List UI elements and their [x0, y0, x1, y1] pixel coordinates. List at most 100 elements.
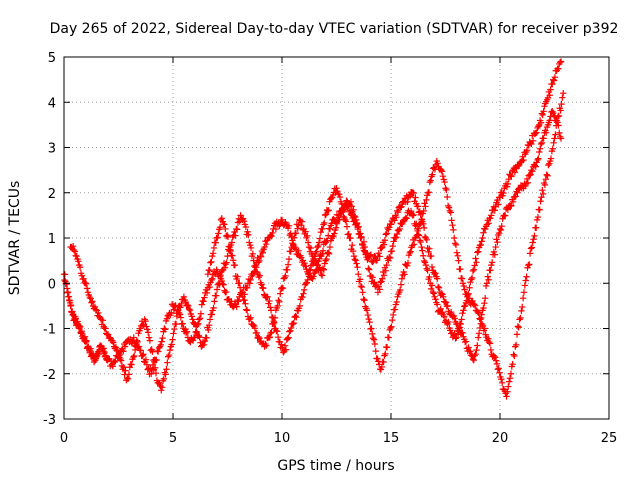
data-point — [277, 290, 284, 297]
data-point — [165, 351, 173, 359]
y-tick-label: 1 — [48, 232, 56, 247]
data-point — [550, 77, 558, 84]
data-point — [321, 211, 329, 219]
data-point — [487, 346, 495, 354]
data-point — [250, 257, 257, 264]
data-point — [427, 177, 434, 184]
data-point — [493, 360, 501, 368]
data-point — [258, 281, 265, 288]
data-point — [475, 309, 482, 317]
data-point — [314, 244, 321, 251]
data-point — [229, 257, 237, 264]
data-point — [356, 276, 364, 283]
data-point — [80, 275, 87, 282]
data-point — [375, 250, 382, 257]
x-tick-label: 25 — [601, 431, 618, 446]
data-point — [206, 266, 213, 274]
data-point — [528, 140, 535, 148]
data-point — [122, 367, 129, 374]
data-point — [470, 356, 478, 364]
data-point — [179, 320, 186, 327]
data-point — [352, 216, 360, 224]
data-point — [351, 256, 359, 263]
data-point — [432, 270, 439, 277]
data-point — [538, 139, 546, 147]
data-point — [407, 207, 415, 215]
data-point — [232, 232, 239, 239]
data-point — [294, 225, 301, 232]
data-point — [412, 194, 419, 201]
data-point — [188, 313, 195, 320]
data-point — [393, 234, 400, 241]
data-point — [233, 226, 241, 233]
data-point — [120, 348, 127, 355]
data-point — [301, 286, 308, 294]
data-point — [336, 216, 343, 223]
data-point — [221, 264, 229, 271]
data-point — [391, 306, 399, 313]
data-point — [256, 272, 263, 279]
y-axis-label: SDTVAR / TECUs — [7, 181, 23, 296]
data-point — [295, 247, 302, 255]
data-point — [417, 238, 424, 246]
data-point — [457, 265, 464, 273]
data-point — [192, 323, 200, 330]
data-point — [393, 207, 401, 215]
data-point — [274, 302, 281, 310]
data-point — [386, 254, 394, 262]
y-tick-label: 3 — [48, 142, 56, 157]
data-point — [490, 248, 498, 256]
data-point — [263, 342, 270, 349]
data-point — [209, 252, 216, 260]
data-point — [441, 178, 448, 186]
data-point — [438, 290, 445, 297]
data-point — [216, 223, 224, 231]
data-point — [69, 242, 77, 250]
data-point — [485, 335, 492, 342]
data-point — [366, 252, 374, 259]
data-point — [293, 313, 300, 321]
data-point — [160, 375, 168, 383]
data-point — [130, 353, 137, 361]
data-point — [491, 251, 498, 258]
data-point — [343, 223, 351, 230]
data-point — [481, 294, 489, 302]
data-point — [268, 232, 275, 240]
data-series — [60, 58, 567, 400]
data-point — [243, 306, 250, 313]
data-point — [488, 259, 496, 266]
data-point — [560, 90, 567, 97]
data-point — [535, 123, 542, 130]
data-point — [168, 341, 175, 348]
data-point — [506, 375, 514, 382]
data-point — [547, 155, 555, 162]
data-point — [83, 280, 90, 288]
data-point — [82, 279, 89, 287]
data-point — [380, 272, 388, 279]
data-point — [457, 320, 464, 328]
data-point — [410, 211, 417, 219]
data-point — [498, 379, 506, 386]
data-point — [196, 315, 204, 322]
data-point — [543, 171, 550, 178]
data-point — [413, 225, 421, 233]
data-point — [429, 288, 437, 296]
data-point — [112, 357, 119, 365]
data-point — [415, 232, 423, 239]
data-point — [360, 296, 367, 303]
data-point — [350, 252, 358, 260]
data-point — [227, 247, 234, 255]
data-point — [253, 329, 260, 337]
data-point — [299, 294, 306, 301]
data-point — [145, 334, 153, 341]
data-point — [420, 224, 428, 232]
data-point — [549, 109, 557, 117]
data-point — [282, 272, 289, 280]
data-point — [130, 334, 137, 341]
data-point — [451, 240, 459, 247]
data-point — [378, 363, 386, 371]
data-point — [231, 261, 239, 269]
data-point — [504, 388, 511, 395]
data-point — [169, 336, 176, 343]
y-tick-label: 0 — [48, 277, 56, 292]
